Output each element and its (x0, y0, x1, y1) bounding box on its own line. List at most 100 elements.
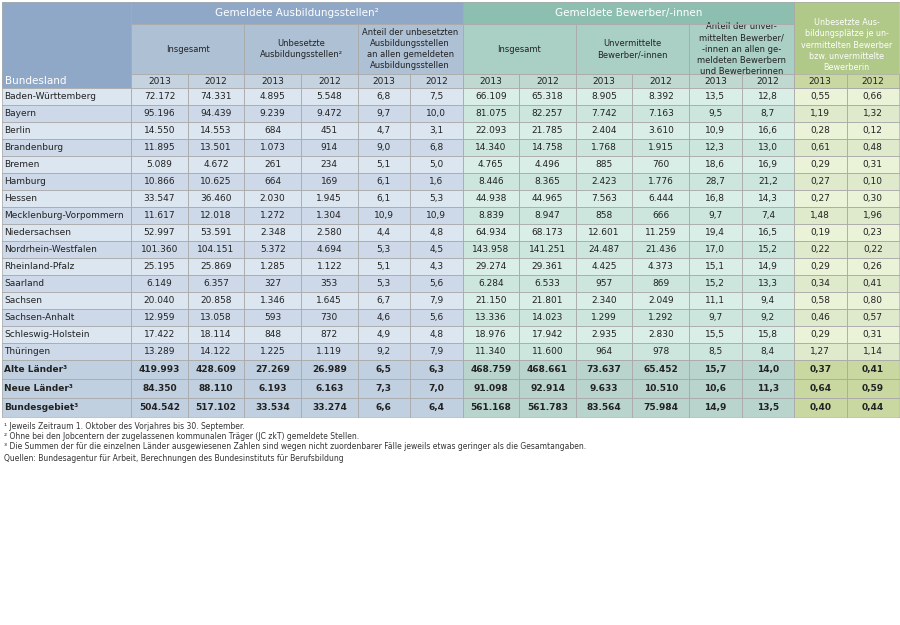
Bar (633, 156, 689, 173)
Bar (188, 139, 245, 156)
Bar (742, 156, 794, 173)
Bar (131, 74, 188, 88)
Bar (794, 122, 847, 139)
Bar (245, 398, 301, 417)
Bar (576, 122, 633, 139)
Bar (576, 275, 633, 292)
Bar (519, 241, 576, 258)
Text: 0,19: 0,19 (810, 228, 831, 237)
Text: 24.487: 24.487 (589, 245, 620, 254)
Bar (188, 379, 245, 398)
Text: 5,1: 5,1 (377, 262, 391, 271)
Bar (794, 398, 847, 417)
Bar (689, 122, 742, 139)
Bar (245, 105, 301, 122)
Bar (633, 292, 689, 309)
Text: 8.839: 8.839 (478, 211, 504, 220)
Text: Unvermittelte
Bewerber/-innen: Unvermittelte Bewerber/-innen (598, 39, 668, 59)
Bar (576, 24, 689, 74)
Text: 4.765: 4.765 (478, 160, 504, 169)
Text: 261: 261 (264, 160, 281, 169)
Text: 25.869: 25.869 (201, 262, 232, 271)
Bar (188, 122, 245, 139)
Bar (301, 207, 357, 224)
Text: 2013: 2013 (809, 76, 832, 86)
Text: 101.360: 101.360 (140, 245, 178, 254)
Bar (689, 224, 742, 241)
Bar (463, 326, 519, 343)
Bar (131, 258, 188, 275)
Bar (794, 343, 847, 360)
Text: 5,6: 5,6 (429, 279, 444, 288)
Text: Anteil der unver-
mittelten Bewerber/
-innen an allen ge-
meldeten Bewerbern
und: Anteil der unver- mittelten Bewerber/ -i… (698, 22, 786, 76)
Text: 1.122: 1.122 (317, 262, 342, 271)
Bar (410, 190, 463, 207)
Bar (633, 398, 689, 417)
Text: 0,64: 0,64 (809, 384, 832, 393)
Text: Anteil der unbesetzten
Ausbildungsstellen
an allen gemeldeten
Ausbildungsstellen: Anteil der unbesetzten Ausbildungsstelle… (362, 28, 458, 70)
Bar (519, 360, 576, 379)
Bar (633, 309, 689, 326)
Text: 914: 914 (320, 143, 338, 152)
Text: 848: 848 (264, 330, 281, 339)
Text: 4.496: 4.496 (535, 160, 561, 169)
Text: 0,12: 0,12 (863, 126, 883, 135)
Text: 8.947: 8.947 (535, 211, 561, 220)
Bar (410, 241, 463, 258)
Text: 11.340: 11.340 (475, 347, 507, 356)
Bar (301, 360, 357, 379)
Bar (188, 258, 245, 275)
Bar (2, 139, 131, 156)
Text: Bremen: Bremen (4, 160, 40, 169)
Text: 11.259: 11.259 (645, 228, 677, 237)
Bar (245, 190, 301, 207)
Bar (410, 207, 463, 224)
Text: 0,31: 0,31 (863, 330, 883, 339)
Bar (742, 105, 794, 122)
Bar (463, 309, 519, 326)
Bar (301, 105, 357, 122)
Text: 6.533: 6.533 (535, 279, 561, 288)
Bar (131, 309, 188, 326)
Bar (794, 74, 847, 88)
Text: 10,9: 10,9 (374, 211, 394, 220)
Bar (847, 105, 899, 122)
Text: 0,26: 0,26 (863, 262, 883, 271)
Text: 2012: 2012 (425, 76, 447, 86)
Text: 468.661: 468.661 (527, 365, 568, 374)
Bar (519, 139, 576, 156)
Text: 2.340: 2.340 (591, 296, 617, 305)
Text: 16,9: 16,9 (758, 160, 778, 169)
Text: Bundesland: Bundesland (4, 76, 66, 86)
Text: 12.601: 12.601 (589, 228, 620, 237)
Bar (131, 207, 188, 224)
Bar (576, 224, 633, 241)
Bar (847, 309, 899, 326)
Text: 15,8: 15,8 (758, 330, 778, 339)
Text: 2012: 2012 (650, 76, 672, 86)
Text: 6.149: 6.149 (147, 279, 172, 288)
Bar (188, 207, 245, 224)
Bar (576, 105, 633, 122)
Text: 53.591: 53.591 (200, 228, 232, 237)
Text: 0,30: 0,30 (863, 194, 883, 203)
Text: 2013: 2013 (373, 76, 395, 86)
Text: 504.542: 504.542 (139, 403, 180, 412)
Bar (847, 74, 899, 88)
Text: 7.163: 7.163 (648, 109, 674, 118)
Bar (2, 173, 131, 190)
Text: 1.292: 1.292 (648, 313, 673, 322)
Bar (794, 2, 899, 88)
Text: 141.251: 141.251 (529, 245, 566, 254)
Bar (245, 258, 301, 275)
Bar (301, 258, 357, 275)
Text: 6.163: 6.163 (315, 384, 344, 393)
Bar (131, 24, 245, 74)
Bar (131, 292, 188, 309)
Text: 84.350: 84.350 (142, 384, 176, 393)
Bar (463, 2, 794, 24)
Bar (519, 156, 576, 173)
Bar (519, 190, 576, 207)
Text: Bundesgebiet³: Bundesgebiet³ (4, 403, 79, 412)
Text: 4.672: 4.672 (203, 160, 229, 169)
